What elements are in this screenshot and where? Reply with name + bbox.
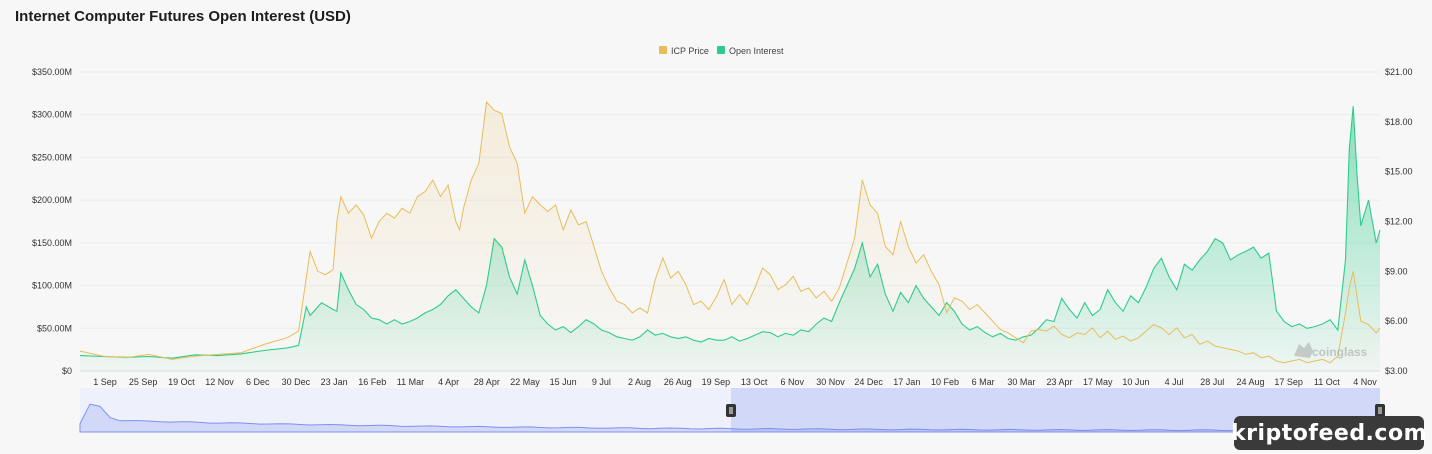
coinglass-logo-icon <box>1294 342 1313 358</box>
range-navigator <box>79 388 1385 433</box>
x-tick-label: 11 Oct <box>1314 377 1340 387</box>
y-right-tick-label: $18.00 <box>1385 117 1413 127</box>
coinglass-logo-text: coinglass <box>1312 345 1368 359</box>
x-tick-label: 19 Sep <box>702 377 731 387</box>
legend-swatch-icp-price[interactable] <box>659 46 667 54</box>
x-tick-label: 4 Nov <box>1353 377 1377 387</box>
x-tick-label: 23 Apr <box>1047 377 1073 387</box>
open-interest-line[interactable] <box>79 106 1381 359</box>
x-tick-label: 30 Nov <box>816 377 845 387</box>
x-tick-label: 6 Dec <box>246 377 270 387</box>
legend-swatch-open-interest[interactable] <box>717 46 725 54</box>
x-tick-label: 24 Dec <box>854 377 883 387</box>
kriptofeed-watermark: kriptofeed.com <box>1231 416 1427 450</box>
x-tick-label: 9 Jul <box>592 377 611 387</box>
x-tick-label: 22 May <box>510 377 540 387</box>
y-right-tick-label: $21.00 <box>1385 67 1413 77</box>
y-right-tick-label: $6.00 <box>1385 316 1408 326</box>
coinglass-logo: coinglass <box>1294 342 1368 359</box>
y-left-tick-label: $0 <box>62 366 72 376</box>
y-axis-right: $3.00 $6.00 $9.00 $12.00 $15.00 $18.00 $21.00 <box>1385 67 1413 376</box>
x-tick-label: 17 May <box>1083 377 1113 387</box>
y-right-tick-label: $12.00 <box>1385 217 1413 227</box>
x-tick-label: 17 Sep <box>1274 377 1303 387</box>
x-tick-label: 4 Jul <box>1165 377 1184 387</box>
legend: ICP Price Open Interest <box>659 46 784 56</box>
navigator-left-handle[interactable] <box>726 404 736 417</box>
chart-title: Internet Computer Futures Open Interest … <box>15 8 351 25</box>
x-tick-label: 30 Dec <box>282 377 311 387</box>
y-left-tick-label: $150.00M <box>32 238 72 248</box>
x-tick-label: 1 Sep <box>93 377 117 387</box>
x-tick-label: 25 Sep <box>129 377 158 387</box>
y-axis-left: $0 $50.00M $100.00M $150.00M $200.00M $250.00… <box>32 67 72 376</box>
x-tick-label: 28 Apr <box>474 377 500 387</box>
y-left-tick-label: $100.00M <box>32 281 72 291</box>
x-tick-label: 26 Aug <box>664 377 692 387</box>
x-tick-label: 12 Nov <box>205 377 234 387</box>
legend-label-open-interest[interactable]: Open Interest <box>729 46 784 56</box>
y-left-tick-label: $50.00M <box>37 323 72 333</box>
y-right-tick-label: $9.00 <box>1385 266 1408 276</box>
x-tick-label: 24 Aug <box>1236 377 1264 387</box>
open-interest-area <box>80 106 1380 371</box>
x-tick-label: 23 Jan <box>321 377 348 387</box>
x-tick-label: 16 Feb <box>358 377 386 387</box>
x-tick-label: 13 Oct <box>741 377 768 387</box>
y-left-tick-label: $350.00M <box>32 67 72 77</box>
x-tick-label: 11 Mar <box>397 377 424 387</box>
x-tick-label: 15 Jun <box>550 377 577 387</box>
x-tick-label: 6 Nov <box>781 377 805 387</box>
x-tick-label: 19 Oct <box>168 377 195 387</box>
x-tick-label: 2 Aug <box>628 377 651 387</box>
y-left-tick-label: $200.00M <box>32 195 72 205</box>
x-tick-label: 10 Jun <box>1122 377 1149 387</box>
x-tick-label: 6 Mar <box>972 377 995 387</box>
y-left-tick-label: $300.00M <box>32 110 72 120</box>
navigator-right-handle[interactable] <box>1375 404 1385 417</box>
x-tick-label: 17 Jan <box>893 377 920 387</box>
x-tick-label: 28 Jul <box>1200 377 1224 387</box>
x-tick-label: 30 Mar <box>1007 377 1035 387</box>
icp-price-line[interactable] <box>79 100 1381 364</box>
navigator-mini-line <box>79 403 1381 433</box>
y-left-tick-label: $250.00M <box>32 152 72 162</box>
legend-label-icp-price[interactable]: ICP Price <box>671 46 709 56</box>
x-tick-label: 4 Apr <box>438 377 459 387</box>
icp-price-area <box>80 101 1380 372</box>
x-axis: 1 Sep 25 Sep 19 Oct 12 Nov 6 Dec 30 Dec 23 Jan… <box>93 377 1377 387</box>
x-tick-label: 10 Feb <box>931 377 959 387</box>
y-right-tick-label: $3.00 <box>1385 366 1408 376</box>
y-right-tick-label: $15.00 <box>1385 167 1413 177</box>
